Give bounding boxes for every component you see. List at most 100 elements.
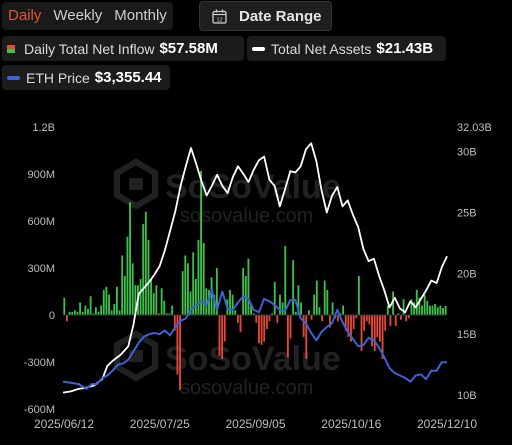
inflow-bar <box>76 311 79 315</box>
inflow-bar <box>229 289 231 315</box>
inflow-bar <box>402 299 405 315</box>
right-tick-label: 32.03B <box>457 122 492 134</box>
inflow-bar <box>71 311 74 315</box>
inflow-bar <box>152 293 155 315</box>
inflow-bar <box>428 305 431 315</box>
inflow-bar <box>360 315 363 352</box>
total-net-assets-line <box>62 142 448 394</box>
inflow-bar <box>187 263 189 315</box>
left-tick-label: -300M <box>24 357 55 369</box>
eth-price-line <box>62 289 447 390</box>
inflow-bar <box>339 313 342 315</box>
inflow-bar <box>108 294 110 315</box>
inflow-bar <box>415 289 418 315</box>
x-tick-label: 2025/12/10 <box>417 417 477 431</box>
inflow-bar <box>181 271 184 315</box>
right-tick-label: 30B <box>457 147 477 159</box>
inflow-bar <box>368 315 371 325</box>
inflow-bar <box>150 278 153 315</box>
inflow-bar <box>239 315 242 333</box>
inflow-bar <box>165 313 168 315</box>
inflow-bar <box>300 302 302 315</box>
inflow-bar <box>352 315 355 330</box>
inflow-bar <box>268 315 271 322</box>
inflow-bar <box>105 286 108 315</box>
inflow-bar <box>168 313 171 315</box>
inflow-bar <box>276 315 279 323</box>
left-tick-label: 1.2B <box>32 122 55 134</box>
left-tick-label: -600M <box>24 404 55 416</box>
inflow-bar <box>284 246 287 315</box>
inflow-bar <box>189 291 192 315</box>
inflow-swatch <box>7 44 15 53</box>
inflow-bar <box>202 242 205 315</box>
inflow-bar <box>129 202 131 315</box>
inflow-bar <box>250 304 252 315</box>
inflow-bar <box>357 275 360 315</box>
inflow-bar <box>171 305 174 315</box>
inflow-bar <box>123 275 126 315</box>
inflow-bar <box>286 315 289 358</box>
calendar-icon: 12 <box>212 9 227 24</box>
inflow-bar <box>197 239 200 315</box>
tab-daily[interactable]: Daily <box>8 7 42 24</box>
inflow-bar <box>223 315 226 342</box>
tab-monthly[interactable]: Monthly <box>114 7 167 24</box>
inflow-bar <box>381 315 384 359</box>
inflow-bar <box>355 315 358 319</box>
eth-price-swatch <box>7 75 20 80</box>
inflow-bar <box>102 289 105 315</box>
inflow-bar <box>255 315 258 323</box>
legend-assets-value: $21.43B <box>376 40 434 57</box>
legend-inflow[interactable]: Daily Total Net Inflow $57.58M <box>2 36 244 61</box>
inflow-bar <box>410 299 413 315</box>
legend-eth-price[interactable]: ETH Price $3,355.44 <box>2 65 170 90</box>
interval-tabs: Daily Weekly Monthly <box>2 2 173 30</box>
inflow-bar <box>444 305 447 315</box>
inflow-bar <box>215 268 218 315</box>
left-tick-label: 600M <box>27 216 55 228</box>
x-tick-label: 2025/07/25 <box>130 417 190 431</box>
legend-assets[interactable]: Total Net Assets $21.43B <box>247 36 446 61</box>
inflow-bar <box>376 315 379 337</box>
inflow-bar <box>392 291 394 315</box>
watermark-top: SoSoValue sosovalue.com <box>114 158 341 227</box>
x-tick-label: 2025/06/12 <box>34 417 94 431</box>
inflow-bar <box>158 313 160 315</box>
inflow-bar <box>126 236 129 315</box>
inflow-bar <box>79 302 82 315</box>
inflow-bar <box>134 285 137 315</box>
inflow-bar <box>100 305 103 315</box>
inflow-bar <box>373 315 376 352</box>
inflow-bar <box>326 289 329 315</box>
inflow-bar <box>394 315 397 326</box>
legend-inflow-name: Daily Total Net Inflow <box>24 40 155 57</box>
date-range-button[interactable]: 12 Date Range <box>199 1 332 31</box>
inflow-bar <box>221 315 224 359</box>
inflow-bar <box>400 315 402 320</box>
date-range-label: Date Range <box>239 7 322 25</box>
inflow-bar <box>281 302 284 315</box>
inflow-bar <box>386 305 389 315</box>
inflow-bar <box>384 315 387 331</box>
inflow-bar <box>87 308 89 315</box>
inflow-bar <box>431 305 434 315</box>
right-tick-label: 15B <box>457 329 477 341</box>
inflow-bar <box>315 280 318 315</box>
inflow-bar <box>194 278 197 315</box>
inflow-bar <box>208 289 210 315</box>
inflow-bar <box>405 315 408 322</box>
inflow-bar <box>163 300 166 315</box>
inflow-bar <box>336 315 339 322</box>
inflow-bar <box>113 304 116 315</box>
inflow-bar <box>236 315 239 323</box>
tab-weekly[interactable]: Weekly <box>53 7 103 24</box>
inflow-bar <box>310 315 313 320</box>
inflow-bar <box>155 285 158 315</box>
inflow-bar <box>407 315 410 319</box>
inflow-bar <box>205 288 208 315</box>
inflow-bar <box>231 294 234 315</box>
inflow-bar <box>116 286 118 315</box>
inflow-bar <box>139 278 142 315</box>
